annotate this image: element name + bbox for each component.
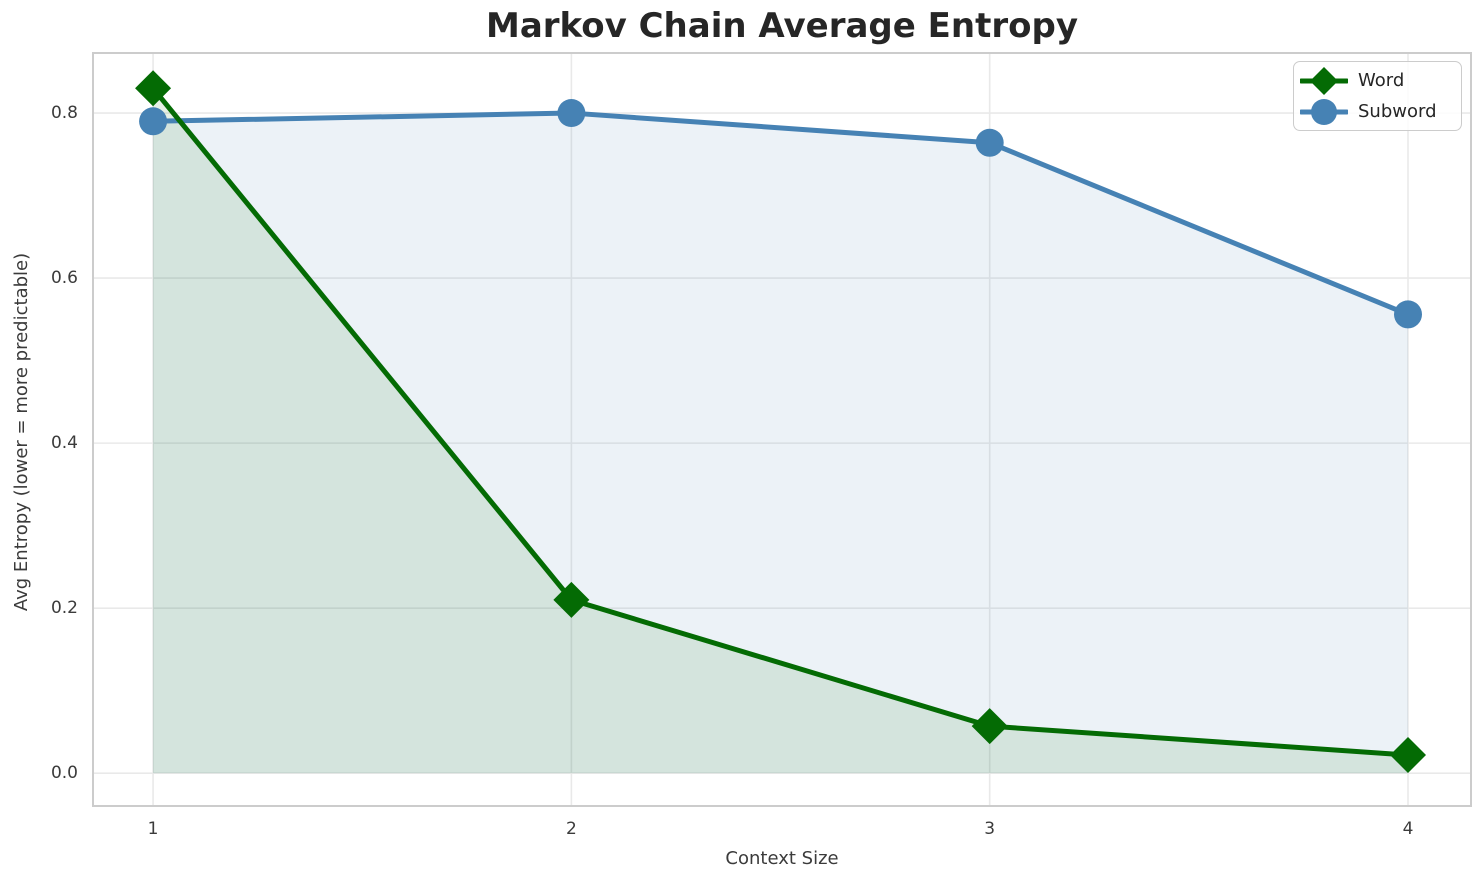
- subword-area-fill: [153, 113, 1408, 774]
- word-area-fill: [153, 88, 1408, 774]
- subword-line: [150, 110, 1411, 317]
- chart-title: Markov Chain Average Entropy: [486, 6, 1078, 46]
- y-tick-label: 0.8: [50, 103, 78, 124]
- legend-item-word: Word: [1300, 65, 1455, 96]
- y-tick-label: 0.2: [50, 598, 78, 619]
- plot-svg: [92, 52, 1472, 807]
- word-marker: [135, 70, 172, 107]
- y-axis-label: Avg Entropy (lower = more predictable): [11, 252, 32, 612]
- x-tick-label: 2: [565, 819, 577, 839]
- y-tick-label: 0.6: [50, 268, 78, 289]
- legend: Word Subword: [1293, 61, 1462, 131]
- legend-item-subword: Subword: [1300, 96, 1455, 127]
- legend-label: Subword: [1358, 101, 1437, 122]
- word-marker: [553, 581, 590, 618]
- y-tick-label: 0.0: [50, 763, 78, 784]
- circle-legend-icon: [1300, 98, 1348, 125]
- plot-area: [92, 52, 1472, 807]
- subword-marker: [975, 128, 1004, 157]
- diamond-legend-icon: [1300, 66, 1348, 95]
- plot-border: [92, 52, 1472, 807]
- word-line: [150, 85, 1411, 758]
- x-axis-label: Context Size: [725, 848, 839, 869]
- subword-marker: [1393, 300, 1422, 329]
- legend-label: Word: [1358, 70, 1405, 91]
- y-tick-label: 0.4: [50, 433, 78, 454]
- x-tick-label: 3: [984, 819, 996, 839]
- x-tick-label: 1: [147, 819, 159, 839]
- word-marker: [971, 708, 1008, 745]
- x-tick-label: 4: [1402, 819, 1414, 839]
- word-marker: [1389, 737, 1426, 774]
- subword-marker: [139, 107, 168, 136]
- subword-marker: [557, 99, 586, 128]
